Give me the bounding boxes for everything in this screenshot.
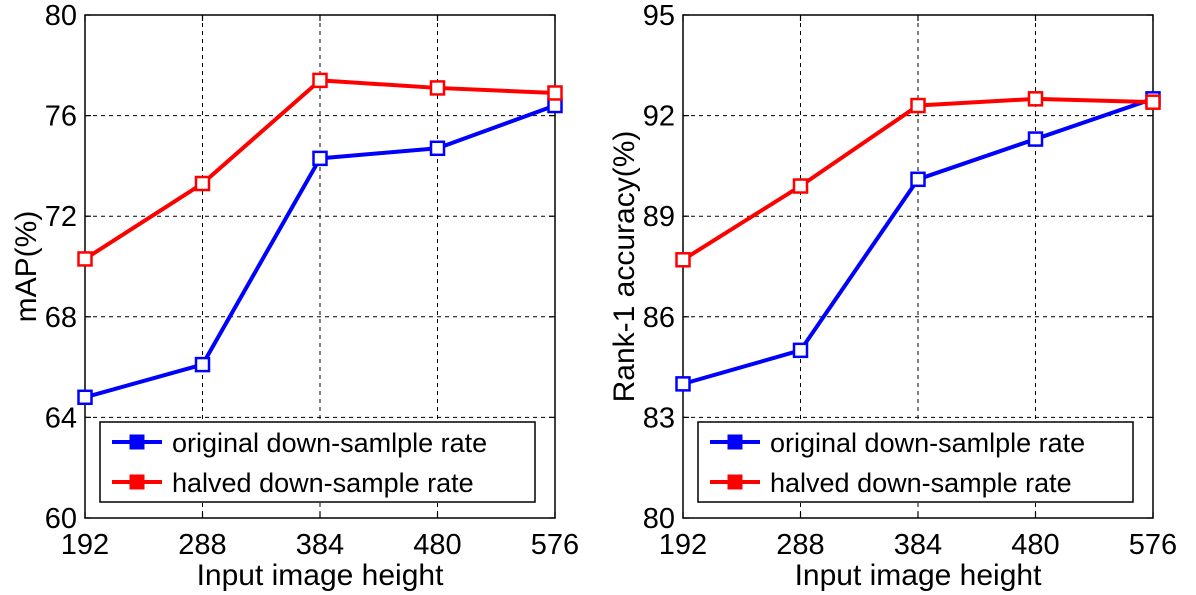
- data-point-marker: [194, 356, 211, 373]
- data-point-marker: [77, 389, 93, 406]
- y-tick-label: 76: [45, 101, 77, 133]
- data-point-marker: [547, 85, 563, 101]
- legend-label-2: halved down-sample rate: [770, 468, 1072, 498]
- y-tick-label: 86: [643, 302, 675, 334]
- data-point-marker: [312, 150, 328, 167]
- legend-box: [99, 421, 536, 503]
- data-point-marker: [910, 171, 926, 188]
- y-axis-label: Rank-1 accuracy(%): [608, 131, 641, 403]
- legend-label-1: original down-samlple rate: [770, 428, 1085, 458]
- data-point-marker: [1027, 131, 1044, 147]
- x-tick-label: 288: [178, 529, 226, 561]
- legend-marker-2: [129, 474, 145, 490]
- legend-marker-1: [727, 434, 743, 450]
- legend-label-2: halved down-sample rate: [172, 468, 474, 498]
- x-tick-label: 576: [1129, 529, 1177, 561]
- x-tick-label: 288: [776, 529, 824, 561]
- data-point-marker: [194, 175, 211, 192]
- y-tick-label: 68: [45, 302, 77, 334]
- legend-marker-1: [129, 434, 145, 450]
- y-tick-label: 64: [45, 402, 77, 434]
- y-tick-label: 60: [45, 503, 77, 535]
- legend-marker-2: [727, 474, 743, 490]
- x-tick-label: 192: [659, 529, 707, 561]
- chart-map: 192 288 384 480 576 60 64 68 72 76 80 Input image h…: [10, 0, 579, 592]
- x-axis-label: Input image height: [795, 559, 1043, 592]
- x-tick-label: 480: [1011, 529, 1059, 561]
- x-tick-label: 480: [413, 529, 461, 561]
- data-point-marker: [547, 97, 563, 114]
- y-tick-label: 83: [643, 402, 675, 434]
- y-tick-label: 80: [643, 503, 675, 535]
- data-point-marker: [429, 80, 446, 96]
- x-tick-label: 192: [61, 529, 109, 561]
- data-point-marker: [1027, 91, 1044, 107]
- x-tick-label: 576: [531, 529, 579, 561]
- data-point-marker: [792, 342, 809, 359]
- data-point-marker: [792, 178, 809, 194]
- x-axis-label: Input image height: [197, 559, 445, 592]
- y-tick-label: 92: [643, 101, 675, 133]
- data-point-marker: [429, 140, 446, 157]
- data-point-marker: [312, 72, 328, 89]
- data-point-marker: [675, 376, 691, 392]
- y-tick-label: 89: [643, 201, 675, 233]
- y-tick-label: 72: [45, 201, 77, 233]
- legend-label-1: original down-samlple rate: [172, 428, 487, 458]
- y-tick-label: 80: [45, 0, 77, 32]
- data-point-marker: [675, 252, 691, 268]
- y-axis-label: mAP(%): [10, 211, 43, 323]
- y-tick-label: 95: [643, 0, 675, 32]
- data-point-marker: [1145, 94, 1161, 110]
- x-tick-label: 384: [894, 529, 942, 561]
- data-point-marker: [910, 97, 926, 114]
- legend-box: [697, 421, 1134, 503]
- x-tick-label: 384: [296, 529, 344, 561]
- data-point-marker: [77, 251, 93, 267]
- chart-rank1: 192 288 384 480 576 80 83 86 89 92 95 Input image h…: [608, 0, 1177, 592]
